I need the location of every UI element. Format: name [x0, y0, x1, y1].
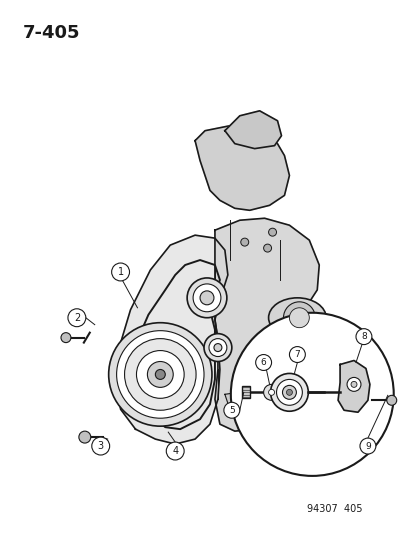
- Polygon shape: [224, 111, 281, 149]
- Ellipse shape: [268, 298, 325, 337]
- Circle shape: [112, 263, 129, 281]
- Circle shape: [268, 228, 276, 236]
- Polygon shape: [115, 235, 227, 444]
- Circle shape: [263, 384, 279, 400]
- Circle shape: [283, 302, 315, 334]
- Circle shape: [270, 374, 308, 411]
- Circle shape: [78, 431, 90, 443]
- Text: 5: 5: [228, 406, 234, 415]
- Circle shape: [166, 442, 184, 460]
- Circle shape: [214, 344, 221, 352]
- Circle shape: [155, 369, 165, 379]
- FancyBboxPatch shape: [241, 386, 249, 398]
- Circle shape: [255, 354, 271, 370]
- Circle shape: [386, 395, 396, 405]
- Polygon shape: [214, 218, 318, 431]
- Circle shape: [286, 389, 292, 395]
- Circle shape: [276, 379, 301, 405]
- Circle shape: [289, 346, 305, 362]
- Circle shape: [136, 351, 184, 398]
- Text: 3: 3: [97, 441, 104, 451]
- Circle shape: [289, 308, 309, 328]
- Polygon shape: [337, 360, 369, 412]
- Text: 1: 1: [117, 267, 123, 277]
- Circle shape: [346, 377, 360, 391]
- Circle shape: [68, 309, 85, 327]
- Circle shape: [282, 385, 296, 399]
- Circle shape: [147, 361, 173, 387]
- Circle shape: [355, 329, 371, 345]
- Text: 9: 9: [364, 441, 370, 450]
- Circle shape: [204, 334, 231, 361]
- Text: 7-405: 7-405: [23, 25, 81, 42]
- Text: 6: 6: [260, 358, 266, 367]
- Circle shape: [116, 330, 204, 418]
- Circle shape: [61, 333, 71, 343]
- Circle shape: [223, 402, 239, 418]
- Circle shape: [263, 244, 271, 252]
- Circle shape: [359, 438, 375, 454]
- Circle shape: [199, 291, 214, 305]
- Circle shape: [230, 313, 393, 476]
- Text: 7: 7: [294, 350, 299, 359]
- Circle shape: [209, 338, 226, 357]
- Circle shape: [350, 382, 356, 387]
- Circle shape: [268, 389, 274, 395]
- Circle shape: [240, 238, 248, 246]
- Circle shape: [108, 322, 211, 426]
- Text: 4: 4: [172, 446, 178, 456]
- Polygon shape: [224, 391, 259, 424]
- Circle shape: [124, 338, 196, 410]
- Text: 2: 2: [74, 313, 80, 323]
- Polygon shape: [195, 126, 289, 211]
- Text: 8: 8: [360, 332, 366, 341]
- Circle shape: [92, 437, 109, 455]
- Text: 94307  405: 94307 405: [306, 504, 362, 514]
- Circle shape: [192, 284, 221, 312]
- Circle shape: [187, 278, 226, 318]
